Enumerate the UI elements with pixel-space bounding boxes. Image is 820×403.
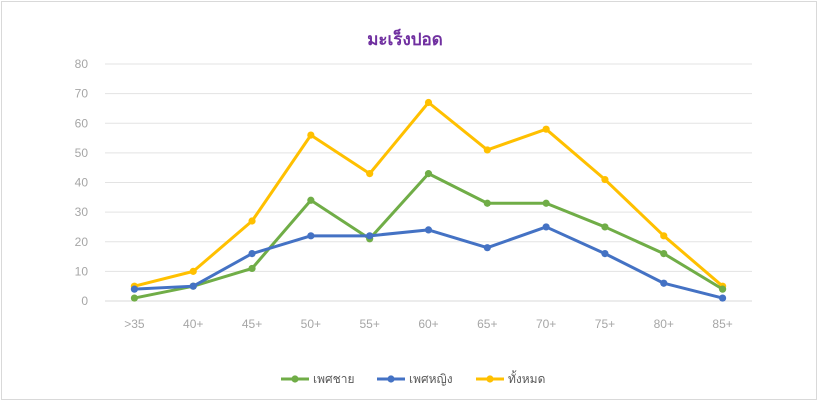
y-tick-label: 20: [75, 235, 89, 249]
data-point: [483, 146, 491, 154]
x-tick-label: 45+: [242, 317, 262, 331]
legend-label: ทั้งหมด: [508, 370, 545, 386]
x-tick-label: 40+: [183, 317, 203, 331]
legend-item: ทั้งหมด: [476, 370, 545, 386]
gridlines: [105, 63, 752, 302]
data-point: [130, 285, 139, 293]
x-tick-label: >35: [124, 317, 145, 331]
series-line: [132, 172, 725, 300]
data-point: [307, 232, 315, 240]
y-axis-ticks: 0 10 20 30 40 50 60 70 80: [75, 57, 89, 308]
data-point: [189, 282, 197, 290]
data-point: [542, 199, 550, 207]
data-point: [483, 244, 491, 252]
legend: เพศชาย เพศหญิง ทั้งหมด: [281, 370, 545, 386]
data-point: [424, 170, 433, 178]
x-tick-label: 85+: [712, 317, 732, 331]
data-point: [660, 279, 668, 287]
data-point: [542, 125, 550, 133]
y-tick-label: 40: [75, 176, 89, 190]
x-tick-label: 80+: [654, 317, 674, 331]
series-2: [130, 98, 727, 290]
data-point: [660, 232, 668, 240]
data-point: [601, 250, 609, 258]
series-0: [130, 170, 727, 302]
data-point: [307, 196, 315, 204]
data-point: [424, 98, 433, 107]
y-tick-label: 10: [75, 264, 89, 278]
data-point: [130, 294, 139, 302]
data-point: [307, 131, 315, 139]
data-point: [542, 223, 550, 231]
series-line: [132, 225, 725, 300]
x-tick-label: 75+: [595, 317, 615, 331]
series-layer: [130, 98, 727, 302]
data-point: [248, 217, 256, 225]
x-tick-label: 55+: [360, 317, 380, 331]
x-axis-ticks: >35 40+ 45+ 50+ 55+ 60+ 65+ 70+ 75+ 80+ 85+: [124, 317, 733, 331]
y-tick-label: 80: [75, 57, 89, 71]
legend-swatch-marker: [486, 375, 494, 383]
y-tick-label: 60: [75, 116, 89, 130]
legend-item: เพศชาย: [281, 372, 355, 386]
y-tick-label: 50: [75, 146, 89, 160]
legend-swatch-marker: [387, 375, 395, 383]
legend-label: เพศชาย: [313, 372, 355, 386]
y-tick-label: 70: [75, 87, 89, 101]
x-tick-label: 50+: [301, 317, 321, 331]
data-point: [366, 170, 374, 178]
data-point: [248, 250, 256, 258]
legend-item: เพศหญิง: [377, 372, 453, 386]
x-tick-label: 70+: [536, 317, 556, 331]
data-point: [366, 232, 374, 240]
chart-title: มะเร็งปอด: [367, 27, 443, 50]
x-tick-label: 65+: [477, 317, 497, 331]
series-1: [130, 223, 727, 302]
x-tick-label: 60+: [418, 317, 438, 331]
data-point: [601, 175, 609, 184]
y-tick-label: 0: [81, 294, 88, 308]
series-line: [132, 101, 725, 288]
data-point: [601, 223, 609, 231]
data-point: [718, 294, 727, 302]
data-point: [718, 285, 727, 293]
data-point: [248, 264, 256, 273]
data-point: [483, 199, 491, 207]
legend-swatch-marker: [291, 375, 299, 383]
data-point: [660, 250, 668, 258]
data-point: [424, 226, 433, 234]
legend-label: เพศหญิง: [409, 372, 453, 386]
data-point: [189, 267, 197, 275]
y-tick-label: 30: [75, 205, 89, 219]
